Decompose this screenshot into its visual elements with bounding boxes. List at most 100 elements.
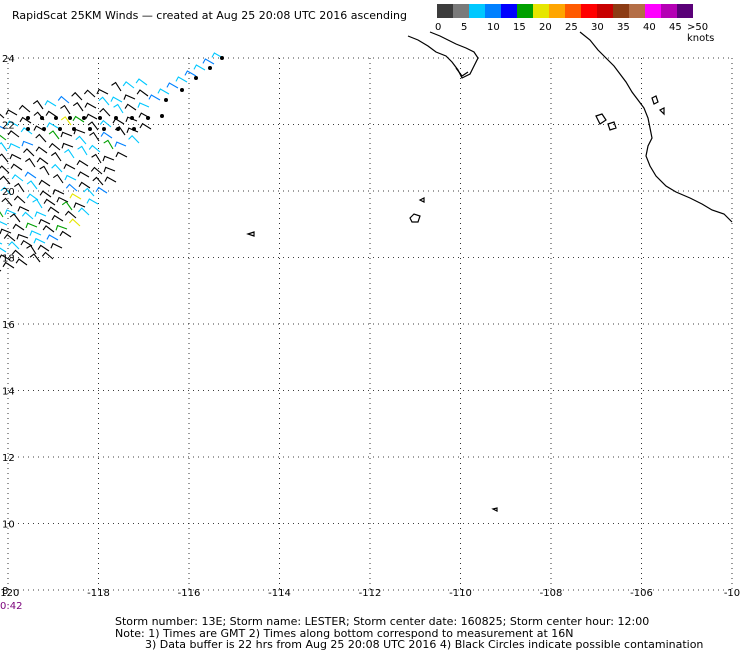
wind-barb xyxy=(19,116,32,124)
y-tick-label: 20 xyxy=(2,187,15,198)
colorbar-label: 20 xyxy=(539,22,552,33)
coastline-mainland xyxy=(579,31,733,223)
wind-barb xyxy=(96,88,109,95)
colorbar-segment xyxy=(469,4,485,18)
island-san-benedicto xyxy=(418,197,425,203)
wind-barb xyxy=(0,186,12,196)
x-tick-label: -114 xyxy=(268,588,291,599)
colorbar-segment xyxy=(517,4,533,18)
wind-barb xyxy=(77,207,90,216)
wind-barb xyxy=(47,206,60,214)
wind-barb xyxy=(60,131,73,138)
x-tick-label: -106 xyxy=(630,588,653,599)
island-clarion xyxy=(246,231,255,237)
coastline-baja-north xyxy=(407,31,479,79)
wind-barb xyxy=(11,174,24,182)
wind-barb xyxy=(12,223,25,231)
wind-barb xyxy=(9,213,21,223)
wind-barb xyxy=(0,254,11,261)
wind-barb xyxy=(89,131,100,142)
wind-barb xyxy=(17,205,30,212)
wind-barb xyxy=(5,109,18,116)
colorbar-segment xyxy=(485,4,501,18)
colorbar-segment xyxy=(565,4,581,18)
wind-barb xyxy=(137,102,150,108)
wind-barb xyxy=(148,94,161,101)
wind-barb xyxy=(18,104,31,113)
wind-barb xyxy=(0,142,8,152)
wind-barb xyxy=(104,176,117,183)
wind-barb xyxy=(20,239,33,247)
wind-barb xyxy=(51,151,62,162)
y-tick-label: 14 xyxy=(2,387,15,398)
colorbar-segment xyxy=(501,4,517,18)
wind-barb xyxy=(64,174,77,181)
wind-barb xyxy=(15,258,28,266)
wind-barb xyxy=(38,218,51,225)
contamination-circle xyxy=(72,127,76,131)
wind-barb xyxy=(55,224,68,231)
wind-barb xyxy=(0,242,3,245)
wind-barb xyxy=(60,104,71,115)
colorbar-label: 25 xyxy=(565,22,578,33)
wind-barb xyxy=(39,165,50,176)
contamination-circle xyxy=(130,116,134,120)
y-tick-label: 22 xyxy=(2,121,15,132)
wind-barb xyxy=(0,269,2,272)
contamination-circle xyxy=(98,116,102,120)
contamination-circle xyxy=(164,98,168,102)
wind-barb xyxy=(26,193,39,201)
wind-barb xyxy=(202,58,215,65)
axis-tick-labels: -120-118-116-114-112-110-108-106-1081012… xyxy=(0,54,740,599)
x-tick-label: -108 xyxy=(540,588,563,599)
wind-barb xyxy=(60,116,72,126)
wind-barb xyxy=(59,230,72,238)
footer-buffer-line: 3) Data buffer is 22 hrs from Aug 25 20:… xyxy=(145,638,704,651)
footer-storm-info: Storm number: 13E; Storm name: LESTER; S… xyxy=(115,615,650,628)
wind-barb xyxy=(46,234,59,241)
wind-barb xyxy=(83,187,95,197)
contamination-circle xyxy=(180,88,184,92)
wind-barb xyxy=(69,193,82,200)
wind-barb xyxy=(193,64,206,71)
contamination-circle xyxy=(102,127,106,131)
colorbar-segment xyxy=(437,4,453,18)
wind-barb xyxy=(61,201,73,211)
wind-barb xyxy=(56,196,69,203)
y-tick-label: 8 xyxy=(2,586,8,597)
wind-barb xyxy=(21,140,34,147)
colorbar-label: 35 xyxy=(617,22,630,33)
wind-barb xyxy=(77,145,88,156)
y-tick-label: 10 xyxy=(2,520,15,531)
island-socorro xyxy=(409,213,421,223)
wind-barb xyxy=(3,233,16,242)
wind-barb xyxy=(20,127,33,135)
wind-barb xyxy=(87,121,99,131)
wind-barb xyxy=(46,122,59,129)
wind-barbs xyxy=(0,52,224,272)
wind-barb xyxy=(32,198,43,209)
wind-barb xyxy=(13,195,26,204)
x-tick-label: -120 xyxy=(0,588,19,599)
contamination-circle xyxy=(116,127,120,131)
wind-barb xyxy=(39,190,52,198)
wind-barb xyxy=(35,133,47,143)
wind-barb xyxy=(65,183,78,192)
contamination-circle xyxy=(194,76,198,80)
contamination-circle xyxy=(58,127,62,131)
wind-barb xyxy=(90,166,103,175)
wind-barb xyxy=(8,143,21,149)
island-clipperton xyxy=(491,507,498,512)
wind-barb xyxy=(29,253,41,263)
wind-barb xyxy=(21,211,34,220)
wind-barb xyxy=(78,181,91,189)
colorbar-segment xyxy=(597,4,613,18)
colorbar-segment xyxy=(549,4,565,18)
colorbar-label: 30 xyxy=(591,22,604,33)
wind-barb xyxy=(16,233,29,240)
wind-barb xyxy=(25,157,36,168)
colorbar-unit-label: >50 knots xyxy=(687,22,715,44)
wind-barb xyxy=(211,52,224,59)
contamination-circle xyxy=(208,66,212,70)
